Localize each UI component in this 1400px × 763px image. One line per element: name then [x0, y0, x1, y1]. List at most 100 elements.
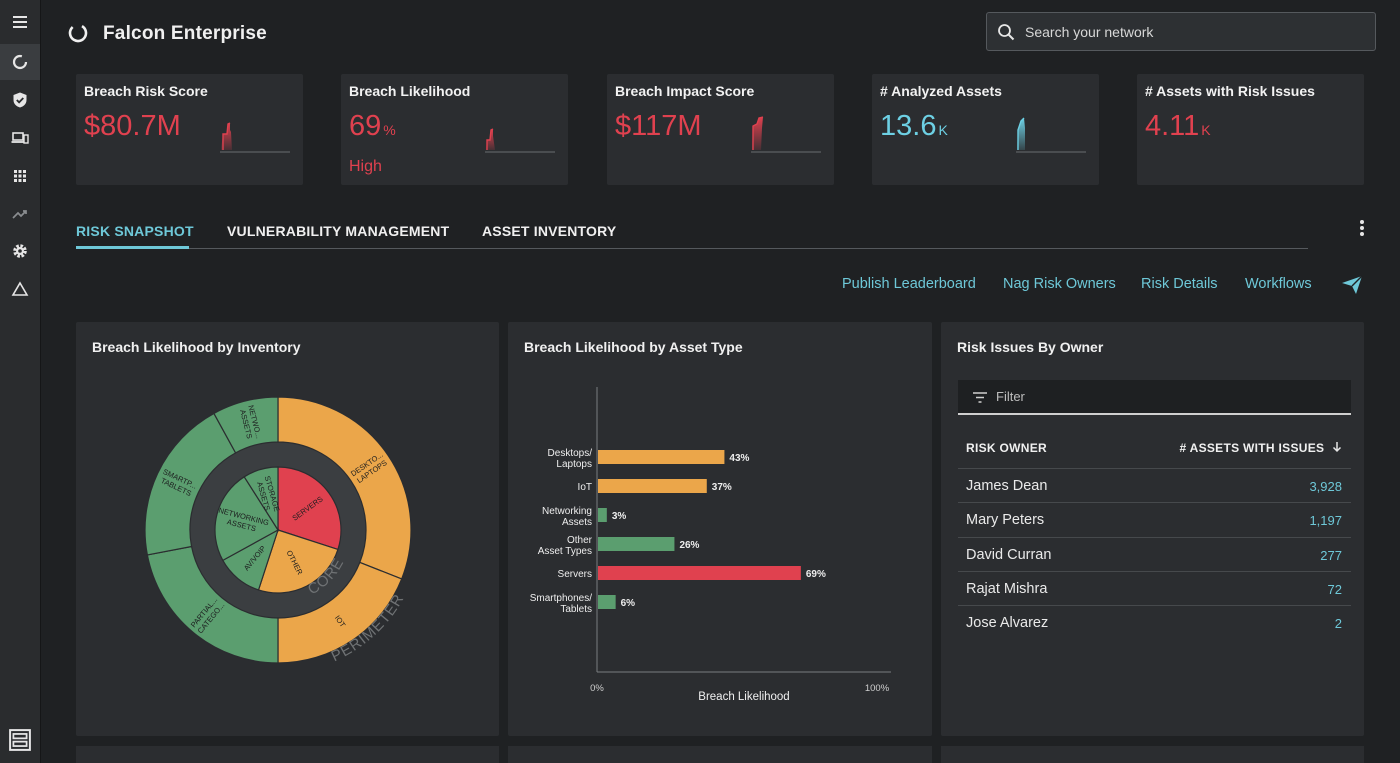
x-tick-label: 100% [865, 683, 890, 694]
search-box[interactable] [986, 12, 1376, 51]
filter-box[interactable] [958, 380, 1351, 415]
table-row[interactable]: Jose Alvarez 2 [958, 605, 1351, 639]
x-tick-label: 0% [590, 683, 604, 694]
nav-settings[interactable] [0, 233, 40, 269]
owner-count[interactable]: 2 [1334, 616, 1342, 631]
category-label: Smartphones/Tablets [530, 593, 592, 615]
owner-count[interactable]: 72 [1327, 582, 1342, 597]
category-label: IoT [578, 482, 592, 493]
kpi-sparkline [485, 128, 555, 153]
sunburst-chart: SERVERSOTHERAV/VOIPNETWORKINGASSETSSTORA… [144, 396, 412, 665]
bar-networking-assets[interactable] [598, 508, 607, 522]
trending-icon [12, 210, 27, 219]
category-label: Networking Assets [542, 506, 592, 528]
nav-security[interactable] [0, 82, 40, 118]
kpi-value: $117M [615, 110, 702, 142]
filter-input[interactable] [996, 380, 1336, 413]
menu-icon [13, 16, 27, 28]
layout-toggle-button[interactable] [0, 722, 40, 758]
category-label: Desktops/Laptops [548, 448, 593, 470]
column-header-assets-with-issues[interactable]: # ASSETS WITH ISSUES [1179, 441, 1342, 455]
tab-vulnerability-management[interactable]: VULNERABILITY MANAGEMENT [227, 223, 450, 239]
apps-grid-icon [14, 170, 26, 182]
risk-details-link[interactable]: Risk Details [1141, 276, 1218, 292]
slice-networking-assets[interactable] [214, 475, 279, 562]
bar-iot[interactable] [598, 479, 707, 493]
workflows-link[interactable]: Workflows [1245, 276, 1312, 292]
owner-name: David Curran [966, 547, 1052, 563]
kpi-title: # Analyzed Assets [880, 83, 1002, 99]
kpi-unit: K [938, 122, 948, 138]
table-row[interactable]: James Dean 3,928 [958, 468, 1351, 502]
kpi-assets-with-risk-issues[interactable]: # Assets with Risk Issues 4.11 K [1137, 74, 1364, 185]
kpi-breach-impact-score[interactable]: Breach Impact Score $117M [607, 74, 834, 185]
slice-netwo-assets[interactable] [213, 396, 279, 454]
bar-value-label: 43% [729, 453, 749, 464]
kpi-value: 69% [349, 110, 396, 142]
kpi-unit: K [1201, 122, 1211, 138]
app-title: Falcon Enterprise [103, 23, 267, 44]
bar-other-asset-types[interactable] [598, 537, 675, 551]
owner-name: Rajat Mishra [966, 581, 1048, 597]
kpi-title: Breach Risk Score [84, 83, 208, 99]
slice-servers[interactable] [277, 466, 342, 551]
table-row[interactable]: David Curran 277 [958, 537, 1351, 571]
table-row[interactable]: Rajat Mishra 72 [958, 571, 1351, 605]
panel-title: Breach Likelihood by Inventory [92, 339, 301, 355]
nav-apps[interactable] [0, 158, 40, 194]
owner-count[interactable]: 1,197 [1309, 513, 1342, 528]
left-navigation-rail [0, 0, 41, 763]
bar-smartphones-tablets[interactable] [598, 595, 616, 609]
panel-title: Risk Issues By Owner [957, 339, 1104, 355]
owner-count[interactable]: 3,928 [1309, 479, 1342, 494]
slice-storage-assets[interactable] [243, 466, 279, 533]
bar-value-label: 6% [621, 598, 636, 609]
nav-alerts[interactable] [0, 271, 40, 307]
slice-other[interactable] [257, 529, 339, 594]
kpi-analyzed-assets[interactable]: # Analyzed Assets 13.6 K [872, 74, 1099, 185]
kpi-breach-likelihood[interactable]: Breach Likelihood 69% High [341, 74, 568, 185]
kpi-sublabel: High [349, 158, 382, 175]
publish-leaderboard-link[interactable]: Publish Leaderboard [842, 276, 976, 292]
falcon-logo-icon [68, 23, 88, 43]
more-options-icon[interactable] [1352, 218, 1372, 240]
nav-trends[interactable] [0, 196, 40, 232]
owner-name: James Dean [966, 478, 1048, 494]
panel-lower-left [76, 746, 499, 763]
panel-lower-middle [508, 746, 932, 763]
owner-name: Jose Alvarez [966, 615, 1049, 631]
owner-count[interactable]: 277 [1320, 548, 1342, 563]
bar-desktops-laptops[interactable] [598, 450, 725, 464]
bar-value-label: 26% [679, 540, 699, 551]
shield-check-icon [13, 92, 27, 108]
search-icon [998, 24, 1015, 41]
panel-breach-likelihood-by-asset-type: Breach Likelihood by Asset Type 43% Deskt… [508, 322, 932, 736]
tab-asset-inventory[interactable]: ASSET INVENTORY [482, 223, 617, 239]
owner-name: Mary Peters [966, 512, 1045, 528]
tab-risk-snapshot[interactable]: RISK SNAPSHOT [76, 223, 194, 239]
gear-icon [13, 244, 27, 258]
slice-deskto-laptops[interactable] [277, 396, 412, 580]
tab-bar: RISK SNAPSHOT VULNERABILITY MANAGEMENT A… [76, 215, 1308, 249]
nav-risk-snapshot[interactable] [0, 44, 40, 80]
kpi-sparkline [751, 116, 821, 153]
search-input[interactable] [1025, 13, 1365, 50]
send-icon[interactable] [1341, 275, 1363, 295]
x-axis-label: Breach Likelihood [698, 691, 789, 703]
kpi-breach-risk-score[interactable]: Breach Risk Score $80.7M [76, 74, 303, 185]
column-header-risk-owner[interactable]: RISK OWNER [966, 441, 1047, 455]
panel-breach-likelihood-by-inventory: Breach Likelihood by Inventory SERVERS OT… [76, 322, 499, 736]
menu-button[interactable] [0, 4, 40, 40]
nav-devices[interactable] [0, 120, 40, 156]
panel-title: Breach Likelihood by Asset Type [524, 339, 743, 355]
category-label: Other Asset Types [538, 535, 593, 557]
nag-risk-owners-link[interactable]: Nag Risk Owners [1003, 276, 1116, 292]
bar-chart: 43% Desktops/Laptops 37% IoT 3% Networking Ass… [530, 387, 891, 703]
kpi-title: Breach Impact Score [615, 83, 755, 99]
panel-lower-right [941, 746, 1364, 763]
kpi-value: 4.11 K [1145, 110, 1211, 142]
bar-servers[interactable] [598, 566, 801, 580]
kpi-unit: % [383, 122, 396, 138]
category-label: Servers [558, 569, 592, 580]
table-row[interactable]: Mary Peters 1,197 [958, 502, 1351, 536]
